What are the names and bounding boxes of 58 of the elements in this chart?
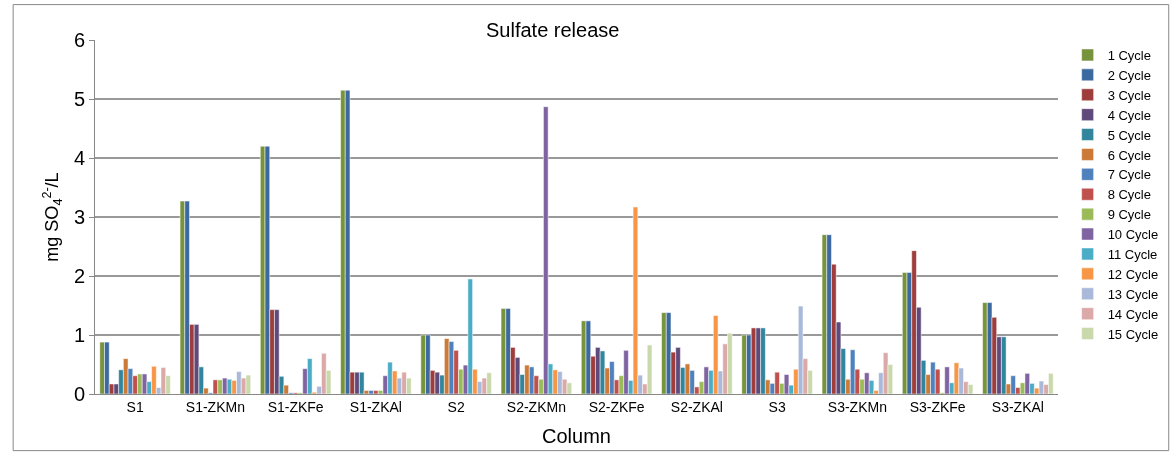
legend-label: 1 Cycle (1107, 48, 1151, 64)
bar (212, 379, 218, 394)
legend-label: 15 Cycle (1107, 326, 1159, 342)
x-tick-label: S3-ZKFe (909, 398, 966, 415)
y-tick-label: 0 (73, 383, 85, 405)
bar (264, 145, 270, 394)
legend-label: 10 Cycle (1107, 227, 1159, 243)
y-tick-label: 4 (73, 147, 85, 169)
legend-label: 11 Cycle (1107, 247, 1158, 263)
x-tick-label: S2 (447, 398, 465, 415)
x-tick-label: S1 (126, 398, 144, 415)
bar (821, 234, 828, 394)
y-tick-label: 2 (73, 265, 85, 287)
bar (1038, 380, 1045, 394)
legend-label: 5 Cycle (1107, 127, 1151, 143)
legend-label: 8 Cycle (1107, 187, 1151, 203)
legend-label: 9 Cycle (1107, 207, 1151, 223)
legend-label: 2 Cycle (1107, 67, 1151, 83)
legend-label: 4 Cycle (1107, 107, 1151, 123)
y-tick-label: 3 (73, 206, 85, 228)
bar (585, 320, 591, 394)
bar (953, 362, 960, 394)
bar (179, 200, 186, 394)
y-tick-label: 5 (73, 88, 85, 110)
bar (783, 374, 790, 394)
chart-title: Sulfate release (486, 18, 620, 41)
x-tick-label: S1-ZKFe (267, 398, 324, 415)
y-tick-label: 1 (73, 324, 85, 346)
x-tick-label: S3-ZKMn (827, 398, 887, 415)
x-tick-label: S1-ZKMn (185, 398, 245, 415)
bar (741, 334, 747, 394)
x-tick-label: S1-ZKAl (349, 398, 402, 415)
legend-label: 13 Cycle (1107, 286, 1159, 302)
bar (448, 341, 455, 394)
legend-label: 3 Cycle (1107, 87, 1151, 103)
bar (646, 344, 653, 394)
bar (967, 384, 974, 394)
legend-label: 12 Cycle (1107, 266, 1159, 282)
bar (245, 374, 251, 394)
bar (193, 324, 200, 394)
x-tick-label: S2-ZKFe (588, 398, 645, 415)
x-tick-label: S3-ZKAl (991, 398, 1044, 415)
x-tick-label: S3 (768, 398, 786, 415)
x-axis-title: Column (542, 425, 611, 448)
x-tick-label: S2-ZKAl (670, 398, 723, 415)
bar (599, 350, 606, 394)
legend-label: 7 Cycle (1107, 167, 1151, 183)
y-tick-label: 6 (73, 29, 85, 51)
bar (632, 206, 639, 394)
x-tick-label: S2-ZKMn (506, 398, 566, 415)
bar (141, 373, 148, 394)
bar (703, 366, 709, 394)
bar (500, 308, 507, 394)
bar (684, 363, 691, 394)
bar (566, 382, 572, 394)
bar (434, 371, 440, 394)
legend-label: 14 Cycle (1107, 306, 1159, 322)
legend-label: 6 Cycle (1107, 147, 1151, 163)
